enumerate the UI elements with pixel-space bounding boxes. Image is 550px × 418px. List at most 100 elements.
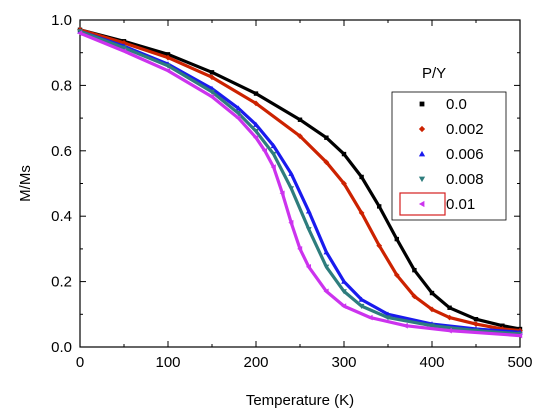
legend-label: 0.0 [446,96,467,113]
y-tick-label: 0.0 [51,339,72,356]
data-point [297,246,303,252]
data-point [341,303,347,309]
series-line [79,31,521,338]
data-point [305,227,312,233]
data-point [305,208,312,214]
data-point [412,267,417,273]
data-point [209,93,215,100]
data-point [429,290,435,296]
data-point [270,151,277,157]
data-point [77,30,83,36]
x-axis-title: Temperature (K) [246,392,354,409]
series-0-0 [77,27,523,332]
data-point [377,204,382,209]
legend-marker [419,101,425,107]
y-tick-label: 0.4 [51,208,72,225]
legend: P/Y 0.0 0.002 0.006 0.008 0.01 [391,65,507,221]
data-point [341,151,347,157]
data-point [323,288,329,295]
axes-layer: 0 100 200 300 400 500 0.0 0.2 0.4 0.6 0.8 1.0 [51,12,532,371]
data-point [341,180,347,187]
data-point [402,322,408,329]
data-point [165,67,171,74]
data-point [121,48,127,54]
data-point [253,100,259,107]
data-point [323,159,330,166]
data-point [253,134,259,141]
data-point [358,303,365,309]
data-point [288,170,295,176]
x-tick-label: 300 [331,354,356,371]
data-point [324,135,329,140]
y-axis-title: M/Ms [17,165,34,202]
data-point [358,210,365,216]
y-tick-label: 0.8 [51,77,72,94]
data-point [209,89,215,95]
data-point [305,264,311,270]
data-point [359,174,364,180]
data-point [446,327,452,334]
data-point [376,242,383,249]
data-point [235,105,242,111]
legend-marker [418,200,425,208]
series-layer [77,26,523,339]
data-point [517,332,523,339]
x-tick-label: 200 [243,354,268,371]
y-tick-label: 1.0 [51,12,72,29]
legend-marker [418,150,426,157]
data-point [235,110,242,117]
x-tick-label: 100 [155,354,180,371]
data-point [429,323,435,329]
data-point [341,278,347,284]
data-point [165,52,171,57]
data-point [446,314,453,321]
legend-highlight-box [399,192,446,216]
legend-box [391,91,507,221]
data-point [235,115,241,121]
data-point [165,54,171,61]
data-point [253,121,259,127]
data-point [209,74,215,81]
data-point [297,133,303,139]
data-point [473,321,479,327]
data-point [358,296,365,302]
data-point [209,70,215,75]
x-tick-label: 500 [507,354,532,371]
data-point [385,315,391,321]
series-line [79,29,521,334]
data-point [447,305,452,310]
data-point [261,147,267,154]
y-tick-label: 0.6 [51,143,72,160]
data-point [288,186,295,192]
x-tick-label: 400 [419,354,444,371]
data-point [367,314,373,321]
data-point [165,63,171,69]
y-tick-label: 0.2 [51,274,72,291]
series-line [79,29,521,336]
data-point [500,323,505,328]
data-point [411,293,418,300]
legend-label: 0.006 [446,146,484,163]
data-point [253,91,259,96]
data-point [121,45,127,51]
data-point [323,264,330,270]
series-0-01 [77,30,523,339]
data-point [288,219,294,226]
legend-label: 0.008 [446,171,484,188]
legend-title: P/Y [422,65,446,82]
data-point [270,164,276,171]
data-point [393,272,400,278]
data-point [429,306,435,313]
data-point [253,128,259,135]
legend-marker [418,125,426,133]
legend-label: 0.002 [446,121,484,138]
data-point [297,117,303,122]
legend-label: 0.01 [446,196,475,213]
data-point [473,317,479,322]
series-0-002 [77,26,523,334]
data-point [341,289,347,295]
data-point [394,236,399,242]
data-point [270,143,277,149]
data-point [323,249,330,255]
